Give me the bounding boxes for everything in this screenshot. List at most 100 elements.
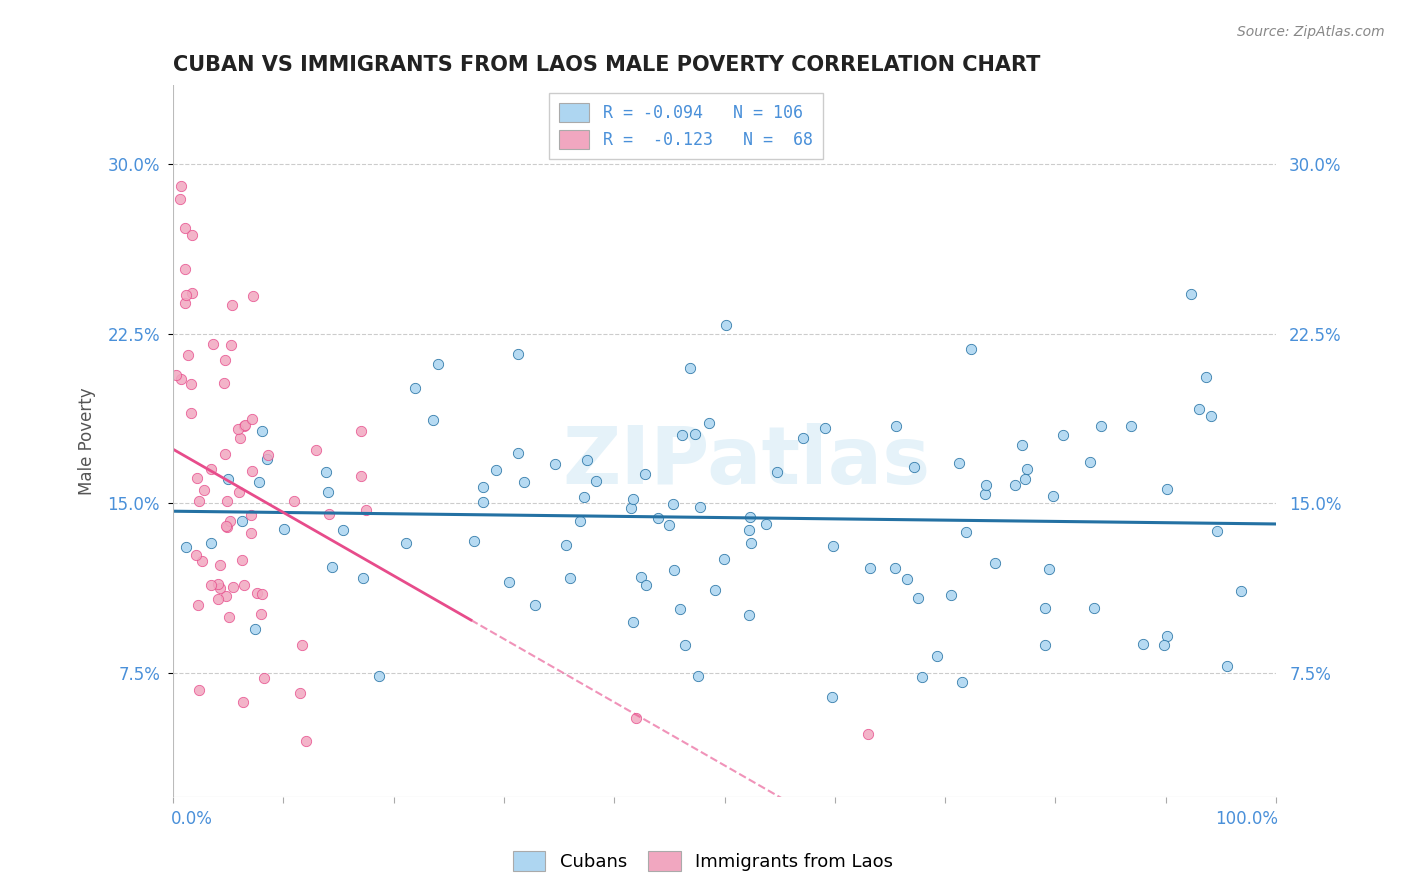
Point <box>233 418 256 433</box>
Point <box>683 426 706 441</box>
Point <box>315 465 337 479</box>
Point <box>180 406 202 420</box>
Point <box>621 492 644 507</box>
Point <box>679 361 702 376</box>
Point <box>984 556 1007 570</box>
Point <box>229 432 252 446</box>
Point <box>554 538 576 552</box>
Legend: Cubans, Immigrants from Laos: Cubans, Immigrants from Laos <box>505 844 901 879</box>
Point <box>253 671 276 685</box>
Point <box>471 480 494 494</box>
Point <box>485 463 508 477</box>
Point <box>170 179 193 194</box>
Point <box>512 475 534 489</box>
Point <box>219 338 242 352</box>
Point <box>257 448 280 462</box>
Point <box>740 536 762 550</box>
Point <box>907 591 929 605</box>
Point <box>250 607 273 622</box>
Point <box>352 571 374 585</box>
Point <box>619 501 641 516</box>
Point <box>575 453 598 467</box>
Point <box>1156 629 1178 643</box>
Point <box>214 353 236 368</box>
Point <box>506 346 529 360</box>
Point <box>187 682 209 697</box>
Point <box>883 561 905 575</box>
Point <box>568 514 591 528</box>
Point <box>647 510 669 524</box>
Point <box>174 287 197 301</box>
Point <box>1090 419 1112 434</box>
Point <box>318 508 340 522</box>
Point <box>523 598 546 612</box>
Point <box>1014 472 1036 486</box>
Point <box>498 574 520 589</box>
Point <box>544 457 567 471</box>
Point <box>1033 638 1056 652</box>
Point <box>1205 524 1227 538</box>
Point <box>574 490 596 504</box>
Point <box>187 493 209 508</box>
Point <box>703 583 725 598</box>
Point <box>911 670 934 684</box>
Point <box>1004 478 1026 492</box>
Point <box>173 262 195 277</box>
Point <box>181 285 204 300</box>
Y-axis label: Male Poverty: Male Poverty <box>79 387 96 495</box>
Point <box>1132 636 1154 650</box>
Point <box>662 563 685 577</box>
Point <box>1119 418 1142 433</box>
Point <box>173 296 195 310</box>
Point <box>472 494 495 508</box>
Point <box>463 533 485 548</box>
Point <box>688 669 710 683</box>
Point <box>634 467 657 481</box>
Point <box>239 508 262 523</box>
Point <box>558 571 581 585</box>
Point <box>208 558 231 573</box>
Point <box>948 456 970 470</box>
Point <box>214 446 236 460</box>
Point <box>218 610 240 624</box>
Point <box>200 461 222 475</box>
Point <box>1230 583 1253 598</box>
Point <box>697 416 720 430</box>
Point <box>856 726 879 740</box>
Point <box>673 638 696 652</box>
Point <box>249 799 271 814</box>
Point <box>246 586 269 600</box>
Point <box>1188 401 1211 416</box>
Point <box>232 419 254 434</box>
Point <box>427 357 450 371</box>
Point <box>181 228 204 243</box>
Point <box>174 541 197 555</box>
Point <box>187 598 209 612</box>
Point <box>896 572 918 586</box>
Point <box>903 459 925 474</box>
Point <box>169 192 191 206</box>
Point <box>738 510 761 524</box>
Point <box>669 602 692 616</box>
Point <box>170 372 193 386</box>
Point <box>925 648 948 663</box>
Point <box>193 483 215 498</box>
Point <box>657 517 679 532</box>
Point <box>738 608 761 623</box>
Point <box>186 471 208 485</box>
Point <box>250 424 273 438</box>
Point <box>1194 369 1216 384</box>
Point <box>245 622 267 636</box>
Point <box>814 421 837 435</box>
Point <box>242 289 264 303</box>
Point <box>215 589 238 603</box>
Text: 100.0%: 100.0% <box>1215 811 1278 829</box>
Point <box>273 522 295 536</box>
Point <box>218 514 240 528</box>
Point <box>256 451 278 466</box>
Point <box>226 422 249 436</box>
Point <box>305 442 328 457</box>
Point <box>354 502 377 516</box>
Point <box>738 524 761 538</box>
Point <box>884 419 907 434</box>
